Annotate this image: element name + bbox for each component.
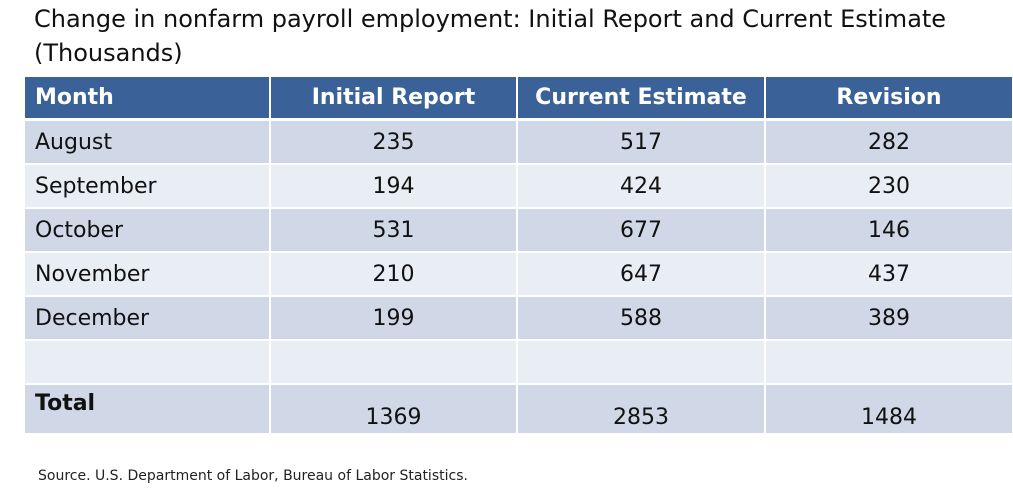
revision-cell: 146 xyxy=(765,208,1012,253)
total-revision: 1484 xyxy=(765,384,1012,435)
table-row: October 531 677 146 xyxy=(25,208,1012,253)
table-row: November 210 647 437 xyxy=(25,252,1012,297)
empty-cell xyxy=(25,340,271,385)
initial-report-cell: 210 xyxy=(270,252,518,297)
total-label: Total xyxy=(25,384,271,435)
total-current-estimate: 2853 xyxy=(517,384,766,435)
month-cell: August xyxy=(25,119,271,165)
source-note: Source. U.S. Department of Labor, Bureau… xyxy=(38,468,468,484)
current-estimate-cell: 588 xyxy=(517,296,766,341)
revision-cell: 389 xyxy=(765,296,1012,341)
current-estimate-cell: 647 xyxy=(517,252,766,297)
current-estimate-cell: 424 xyxy=(517,164,766,209)
month-cell: November xyxy=(25,252,271,297)
initial-report-cell: 194 xyxy=(270,164,518,209)
initial-report-cell: 531 xyxy=(270,208,518,253)
total-initial-report: 1369 xyxy=(270,384,518,435)
payroll-table: Month Initial Report Current Estimate Re… xyxy=(25,77,1012,435)
column-header-month: Month xyxy=(25,77,271,121)
table-row: August 235 517 282 xyxy=(25,119,1012,165)
chart-title: Change in nonfarm payroll employment: In… xyxy=(34,5,947,67)
initial-report-cell: 235 xyxy=(270,119,518,165)
empty-cell xyxy=(765,340,1012,385)
revision-cell: 282 xyxy=(765,119,1012,165)
empty-row xyxy=(25,340,1012,385)
column-header-current-estimate: Current Estimate xyxy=(517,77,766,121)
column-header-initial-report: Initial Report xyxy=(270,77,518,121)
month-cell: September xyxy=(25,164,271,209)
table-header-row: Month Initial Report Current Estimate Re… xyxy=(25,77,1012,121)
current-estimate-cell: 517 xyxy=(517,119,766,165)
empty-cell xyxy=(517,340,766,385)
month-cell: December xyxy=(25,296,271,341)
total-row: Total 1369 2853 1484 xyxy=(25,384,1012,435)
table-row: September 194 424 230 xyxy=(25,164,1012,209)
column-header-revision: Revision xyxy=(765,77,1012,121)
revision-cell: 437 xyxy=(765,252,1012,297)
initial-report-cell: 199 xyxy=(270,296,518,341)
table-row: December 199 588 389 xyxy=(25,296,1012,341)
month-cell: October xyxy=(25,208,271,253)
empty-cell xyxy=(270,340,518,385)
revision-cell: 230 xyxy=(765,164,1012,209)
current-estimate-cell: 677 xyxy=(517,208,766,253)
